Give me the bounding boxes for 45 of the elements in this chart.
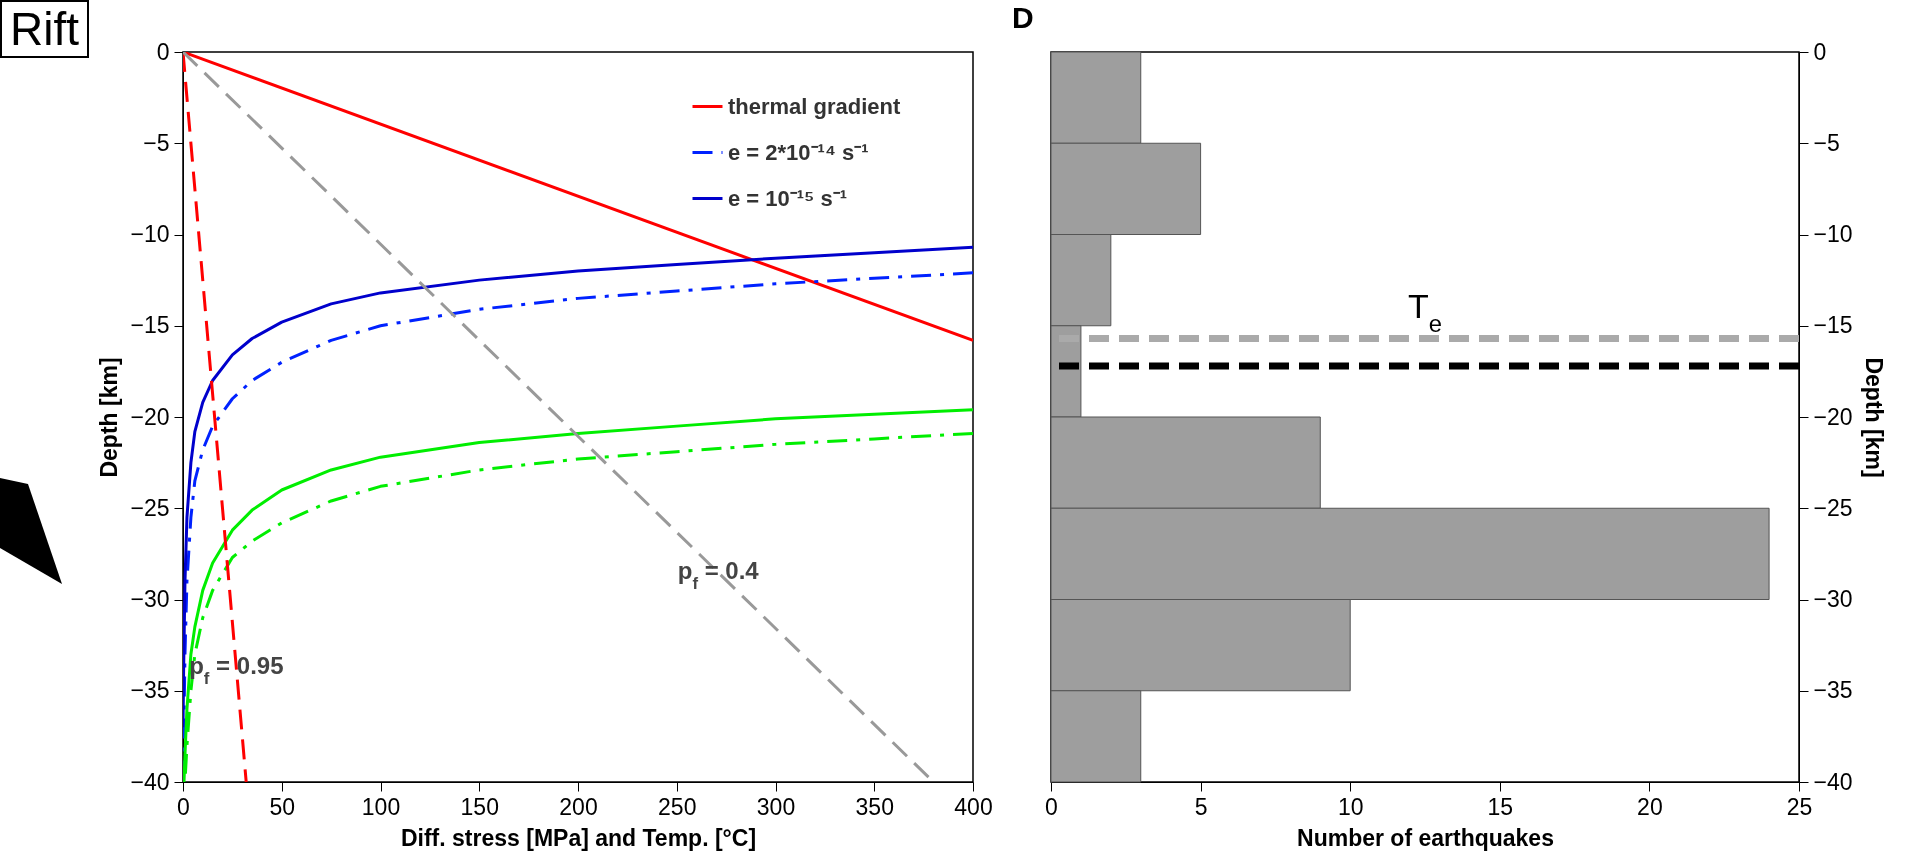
y-tick-label: −5 — [1813, 129, 1840, 156]
y-tick-label: −10 — [1813, 221, 1853, 247]
x-tick-label: 300 — [756, 793, 796, 820]
ref-line-label: T$_{e}$ — [1407, 286, 1443, 337]
x-tick-label: 20 — [1637, 793, 1663, 820]
x-axis-title: Number of earthquakes — [1297, 824, 1554, 851]
x-tick-label: 50 — [269, 793, 296, 820]
x-tick-label: 350 — [855, 793, 894, 820]
x-axis-title: Diff. stress [MPa] and Temp. [°C] — [400, 824, 757, 851]
y-tick-label: −40 — [1813, 768, 1853, 795]
y-axis-title: Depth [km] — [1860, 357, 1887, 478]
y-tick-label: −30 — [130, 586, 170, 612]
x-tick-label: 100 — [361, 793, 401, 820]
y-tick-label: 0 — [156, 38, 170, 65]
x-tick-label: 200 — [559, 793, 598, 820]
legend-label: e = 10⁻¹⁵ s⁻¹ — [728, 185, 848, 211]
y-tick-label: −15 — [130, 312, 170, 339]
y-tick-label: −35 — [1813, 677, 1853, 704]
annotation: p$_{f}$ = 0.95 — [189, 652, 284, 688]
y-tick-label: 0 — [1813, 38, 1827, 65]
annotation: p$_{f}$ = 0.4 — [677, 557, 760, 593]
y-tick-label: −25 — [1813, 494, 1853, 521]
y-tick-label: −20 — [1813, 403, 1853, 430]
y-axis-title: Depth [km] — [96, 357, 123, 478]
y-tick-label: −10 — [130, 221, 170, 247]
x-tick-label: 400 — [954, 793, 993, 820]
y-tick-label: −25 — [130, 494, 170, 521]
x-tick-label: 5 — [1194, 793, 1208, 820]
text: Rift — [0, 0, 89, 58]
y-tick-label: −30 — [1813, 586, 1853, 612]
x-tick-label: 250 — [658, 793, 697, 820]
legend-label: thermal gradient — [728, 93, 902, 119]
x-tick-label: 150 — [460, 793, 499, 820]
x-tick-label: 15 — [1487, 793, 1514, 820]
y-tick-label: −40 — [130, 768, 170, 795]
chart-title: D — [1012, 1, 1034, 34]
y-tick-label: −20 — [130, 403, 170, 430]
y-tick-label: −35 — [130, 677, 170, 704]
x-tick-label: 10 — [1337, 793, 1364, 820]
legend-label: e = 2*10⁻¹⁴ s⁻¹ — [728, 139, 869, 165]
y-tick-label: −5 — [143, 129, 170, 156]
x-tick-label: 25 — [1786, 793, 1813, 820]
x-tick-label: 0 — [177, 793, 190, 820]
y-tick-label: −15 — [1813, 312, 1853, 339]
x-tick-label: 0 — [1045, 793, 1058, 820]
